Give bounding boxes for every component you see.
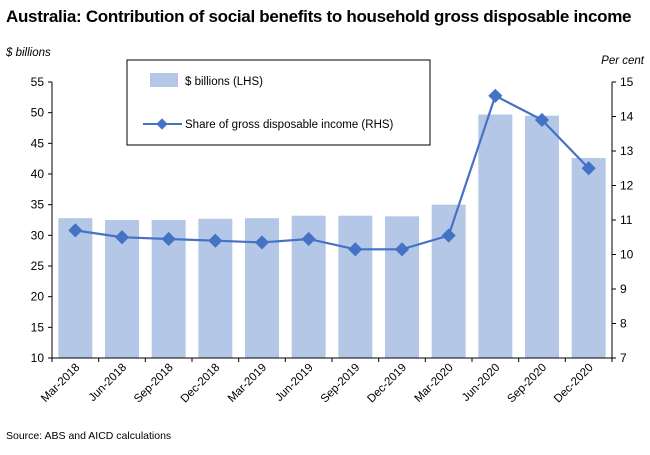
right-tick-label: 13 [620, 144, 634, 158]
right-tick-label: 15 [620, 75, 634, 89]
line-point-Sep-2020 [534, 112, 550, 128]
line-point-Sep-2018 [161, 231, 176, 247]
x-tick-label: Jun-2018 [87, 362, 129, 404]
left-tick-label: 20 [31, 290, 45, 304]
left-tick-label: 35 [31, 198, 45, 212]
right-tick-label: 7 [620, 351, 627, 365]
x-tick-label: Mar-2019 [226, 362, 269, 405]
legend-bar-swatch [150, 73, 178, 87]
line-point-Mar-2019 [254, 235, 270, 250]
line-point-Mar-2020 [441, 228, 456, 243]
line-point-Dec-2019 [394, 242, 410, 257]
x-tick-label: Sep-2018 [132, 362, 176, 406]
share-line [75, 94, 590, 251]
bar-Dec-2019 [385, 216, 419, 358]
left-tick-label: 55 [31, 75, 45, 89]
x-tick-label: Mar-2018 [39, 362, 82, 405]
x-tick-label: Jun-2019 [273, 362, 315, 404]
left-axis-unit-label: $ billions [6, 47, 51, 59]
x-tick-label: Sep-2020 [505, 362, 549, 406]
line-point-Sep-2019 [348, 242, 363, 257]
line-point-Jun-2020 [488, 88, 503, 103]
x-tick-label: Mar-2020 [412, 362, 455, 405]
bar-Dec-2020 [571, 158, 606, 358]
x-tick-label: Sep-2019 [319, 362, 363, 406]
line-point-Dec-2020 [581, 161, 596, 176]
legend: $ billions (LHS) Share of gross disposab… [126, 59, 431, 146]
line-point-Dec-2018 [208, 233, 223, 248]
bar-Jun-2020 [478, 114, 513, 358]
x-tick-label: Jun-2020 [460, 362, 502, 404]
bar-Sep-2020 [525, 115, 559, 358]
left-tick-label: 25 [31, 259, 45, 273]
x-tick-label: Dec-2018 [179, 362, 223, 406]
right-tick-label: 8 [620, 317, 627, 331]
source-note: Source: ABS and AICD calculations [6, 430, 172, 442]
right-axis-unit-label: Per cent [601, 55, 644, 67]
right-tick-label: 10 [620, 248, 634, 262]
right-tick-label: 14 [620, 110, 634, 124]
right-tick-label: 9 [620, 282, 627, 296]
bar-Mar-2020 [431, 204, 466, 358]
left-tick-label: 45 [31, 136, 45, 150]
line-series [68, 88, 596, 257]
right-tick-label: 11 [620, 213, 633, 227]
left-tick-label: 30 [31, 228, 45, 242]
right-tick-label: 12 [620, 179, 634, 193]
left-tick-label: 40 [31, 167, 45, 181]
legend-line-label: Share of gross disposable income (RHS) [185, 119, 394, 131]
legend-box [126, 59, 431, 146]
left-tick-label: 15 [31, 320, 45, 334]
bar-series [58, 114, 606, 358]
legend-bar-label: $ billions (LHS) [185, 76, 263, 88]
left-tick-label: 50 [31, 106, 45, 120]
x-tick-label: Dec-2020 [552, 362, 596, 406]
line-point-Jun-2019 [301, 231, 316, 247]
x-tick-label: Dec-2019 [365, 362, 409, 406]
bar-Mar-2018 [58, 218, 93, 358]
left-tick-label: 10 [31, 351, 45, 365]
chart-title: Australia: Contribution of social benefi… [6, 7, 632, 26]
bar-Sep-2019 [338, 215, 373, 358]
